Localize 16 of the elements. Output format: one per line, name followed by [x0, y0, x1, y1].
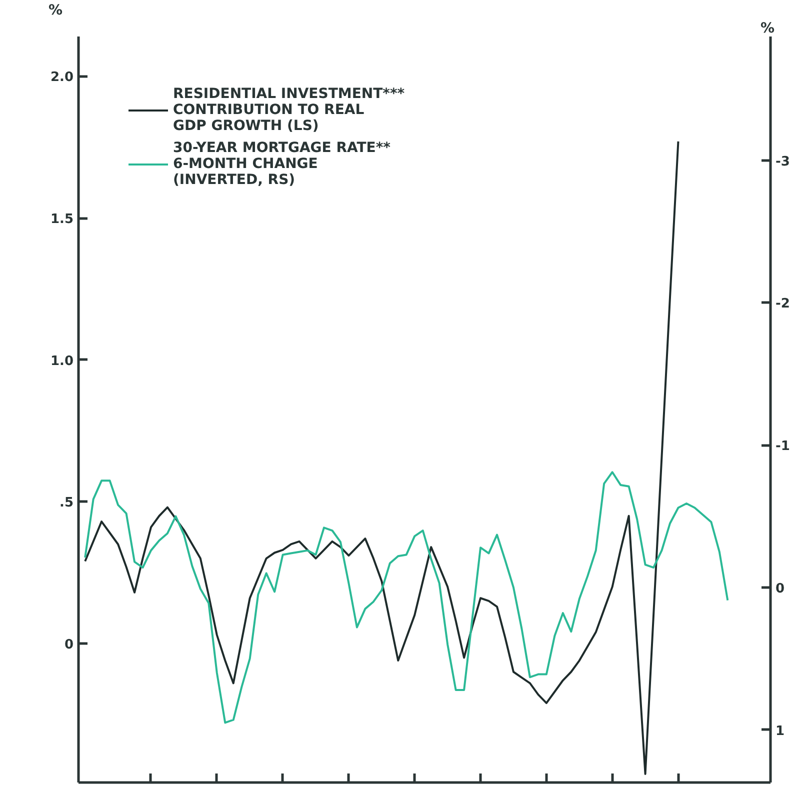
y-axis-title: %	[48, 2, 63, 18]
y-tick-label: 1.5	[50, 212, 74, 228]
y-tick-label: .5	[60, 496, 74, 511]
y2-tick-label: -2	[776, 296, 790, 312]
y-tick-label: 0	[64, 638, 74, 653]
line-series	[84, 140, 680, 775]
y2-tick-label: 1	[776, 724, 785, 739]
legend-label: 30-YEAR MORTGAGE RATE** 6-MONTH CHANGE (INVERTED, RS)	[173, 140, 390, 188]
line-series	[84, 471, 729, 724]
y2-tick-label: -3	[776, 154, 790, 170]
y-tick-label: 2.0	[50, 70, 74, 86]
legend-label: RESIDENTIAL INVESTMENT*** CONTRIBUTION TO REAL GDP GROWTH (LS)	[173, 86, 405, 134]
y2-tick-label: -1	[776, 439, 790, 454]
y2-axis-title: %	[760, 20, 775, 36]
y2-tick-label: 0	[776, 581, 785, 596]
y-tick-label: 1.0	[50, 354, 74, 369]
